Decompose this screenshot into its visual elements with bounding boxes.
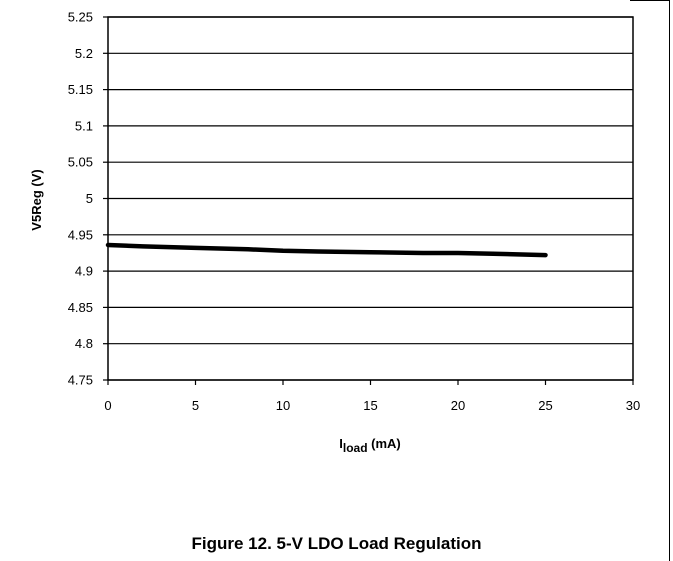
y-tick-label-9: 5.2	[75, 46, 93, 61]
gridlines	[108, 16, 633, 381]
y-tick-label-7: 5.1	[75, 118, 93, 133]
y-tick-label-8: 5.15	[68, 82, 93, 97]
page-frame-right	[669, 0, 670, 561]
y-tick-label-10: 5.25	[68, 10, 93, 25]
x-tick-label-6: 30	[626, 398, 640, 413]
x-tick-label-2: 10	[276, 398, 290, 413]
series-line-0	[105, 242, 548, 258]
y-axis-ticks: 4.75 4.8 4.85 4.9 4.95 5 5.05 5.1 5.15 5.2 5.25	[68, 10, 108, 388]
x-tick-label-4: 20	[451, 398, 465, 413]
load-regulation-chart: 0 5 10 15 20 25 30 4.754.84.854.94.9555.055.15…	[29, 10, 640, 456]
y-tick-label-6: 5.05	[68, 155, 93, 170]
y-tick-label-4: 4.95	[68, 227, 93, 242]
x-tick-label-5: 25	[538, 398, 552, 413]
y-tick-label-3: 4.9	[75, 264, 93, 279]
x-axis-title-main: I	[339, 436, 343, 451]
page-frame-top	[630, 0, 670, 1]
x-axis-title-unit: (mA)	[368, 436, 401, 451]
x-axis-ticks: 0 5 10 15 20 25 30	[104, 380, 640, 413]
x-tick-label-0: 0	[104, 398, 111, 413]
x-axis-title-subscript: load	[343, 441, 368, 455]
x-tick-label-1: 5	[192, 398, 199, 413]
x-tick-label-3: 15	[363, 398, 377, 413]
y-tick-label-0: 4.75	[68, 373, 93, 388]
y-axis-title: V5Reg (V)	[29, 169, 44, 230]
x-axis-title: Iload (mA)	[339, 436, 401, 455]
y-tick-label-2: 4.85	[68, 300, 93, 315]
series-layer	[105, 242, 548, 258]
y-tick-label-5: 5	[86, 191, 93, 206]
y-tick-label-1: 4.8	[75, 336, 93, 351]
figure-caption: Figure 12. 5-V LDO Load Regulation	[191, 534, 482, 553]
